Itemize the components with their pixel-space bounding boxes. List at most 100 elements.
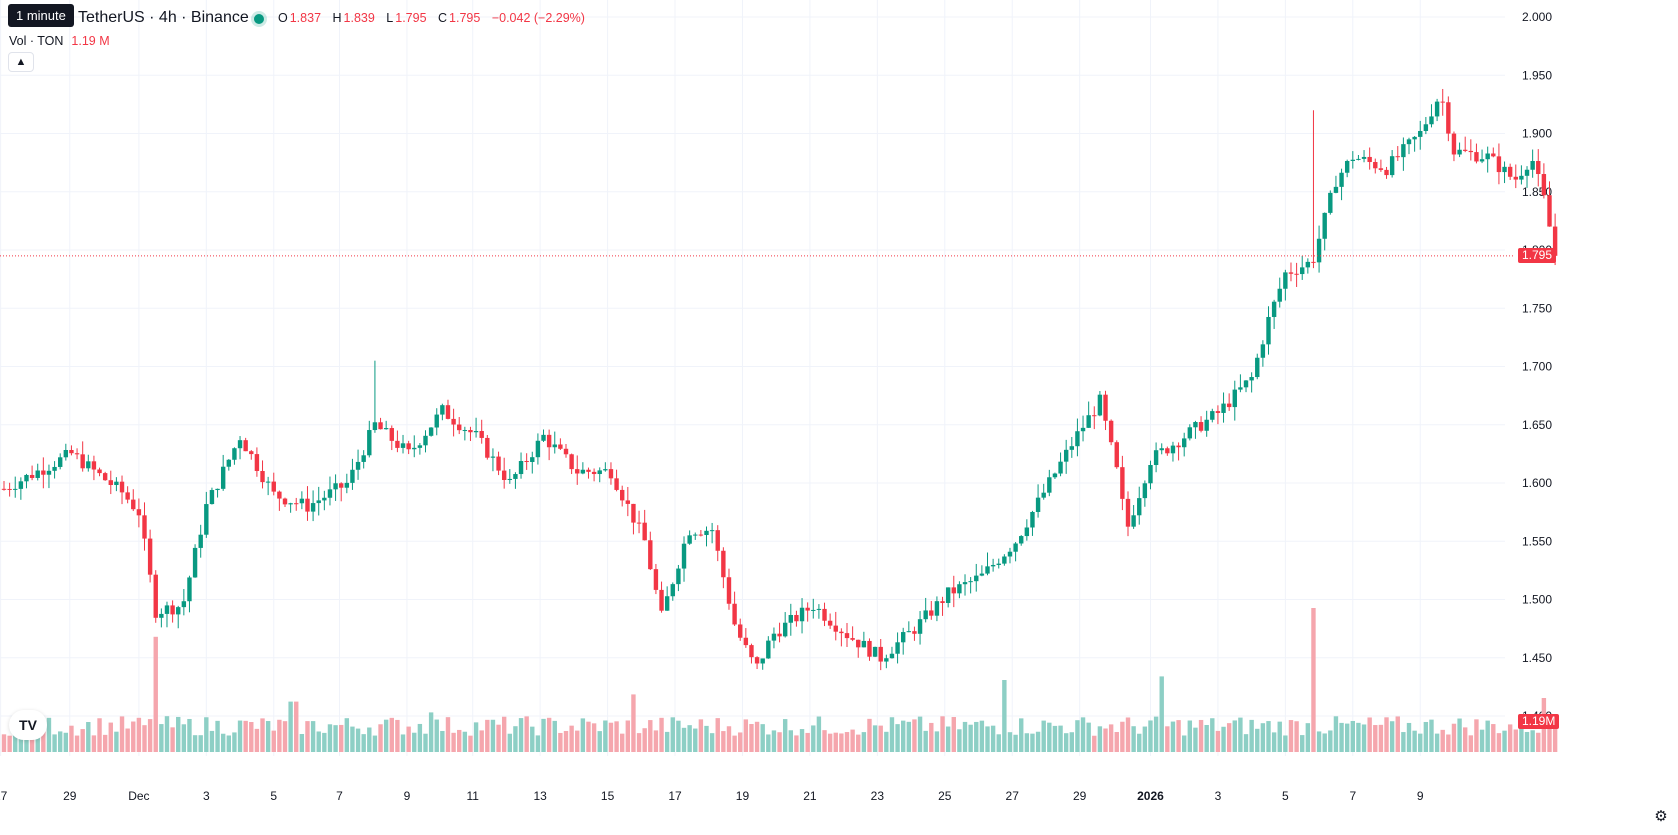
candle-body: [423, 435, 428, 446]
candle-body: [479, 430, 484, 438]
candle-body: [1378, 168, 1384, 170]
volume-bar: [659, 717, 664, 752]
high-value: 1.839: [343, 11, 375, 25]
candle-body: [513, 474, 518, 479]
candle-body: [209, 490, 215, 505]
candle-body: [1255, 357, 1260, 378]
candle-body: [1395, 156, 1400, 158]
x-tick-label: 3: [1215, 789, 1222, 803]
candle-body: [1423, 124, 1429, 131]
candle-body: [743, 637, 749, 646]
candle-body: [889, 653, 895, 659]
candle-body: [1547, 195, 1552, 227]
candle-body: [389, 428, 394, 441]
candle-body: [1193, 422, 1198, 428]
volume-bar: [86, 722, 91, 752]
candle-body: [1221, 403, 1226, 413]
candle-body: [636, 522, 642, 524]
volume-bar: [670, 717, 675, 752]
volume-bar: [546, 717, 552, 752]
candle-body: [170, 605, 175, 615]
x-tick-label: 27: [0, 789, 8, 803]
symbol-title[interactable]: TetherUS · 4h · Binance: [78, 9, 249, 26]
volume-bar: [41, 731, 46, 752]
candle-body: [24, 474, 29, 482]
volume-bar: [114, 731, 119, 752]
candle-body: [1434, 101, 1440, 117]
volume-bar: [1316, 731, 1322, 752]
volume-bar: [620, 733, 625, 752]
candle-body: [794, 614, 799, 622]
candle-body: [63, 449, 69, 458]
candle-body: [816, 608, 822, 610]
candle-body: [226, 459, 231, 467]
volume-bar: [1030, 733, 1035, 752]
candle-body: [642, 522, 647, 541]
volume-bar: [440, 730, 445, 752]
candle-body: [990, 564, 996, 567]
volume-bar: [1384, 717, 1389, 752]
collapse-legend-button[interactable]: ▲: [8, 52, 34, 72]
volume-bar: [760, 724, 765, 752]
volume-bar: [260, 718, 265, 752]
candle-body: [782, 622, 788, 637]
volume-bar: [1446, 734, 1451, 752]
candle-body: [799, 607, 805, 622]
tradingview-logo-icon[interactable]: TV: [9, 710, 47, 740]
candle-body: [940, 601, 945, 603]
volume-bar: [771, 730, 777, 752]
candle-body: [1148, 465, 1153, 484]
volume-bar: [1069, 732, 1074, 752]
volume-bar: [74, 735, 80, 752]
volume-bar: [69, 725, 74, 752]
x-tick-label: 27: [1006, 789, 1020, 803]
volume-bar: [1170, 721, 1176, 752]
gear-icon[interactable]: ⚙: [1654, 808, 1668, 825]
candle-body: [74, 453, 80, 455]
volume-bar: [119, 716, 125, 752]
candle-body: [811, 609, 816, 611]
candle-body: [1170, 445, 1176, 454]
candle-body: [1041, 492, 1046, 498]
candle-body: [159, 613, 164, 618]
volume-bar: [726, 726, 732, 752]
y-tick-label: 1.600: [1522, 476, 1552, 490]
candle-body: [13, 488, 18, 490]
volume-bar: [777, 732, 782, 752]
candle-body: [204, 504, 209, 535]
volume-bar: [822, 730, 827, 752]
candle-body: [693, 534, 698, 536]
volume-bar: [889, 717, 895, 752]
volume-bar: [1496, 733, 1502, 752]
volume-bar: [1131, 726, 1136, 752]
candle-body: [1468, 150, 1474, 153]
candle-body: [97, 469, 102, 474]
volume-bar: [1463, 727, 1468, 752]
candle-body: [339, 483, 344, 488]
candle-body: [18, 481, 24, 489]
volume-bar: [990, 725, 996, 752]
candle-body: [974, 575, 979, 582]
x-tick-label: Dec: [128, 789, 149, 803]
candle-body: [1249, 377, 1254, 381]
candle-body: [1373, 162, 1378, 169]
volume-bar: [552, 720, 557, 752]
volume-bar: [52, 734, 57, 752]
volume-bar: [940, 716, 945, 752]
candle-body: [322, 497, 327, 501]
volume-bar: [1373, 725, 1378, 752]
candle-body: [400, 443, 406, 448]
volume-bar: [1226, 723, 1232, 752]
volume-bar: [1058, 725, 1063, 752]
volume-bar: [906, 721, 912, 752]
volume-legend[interactable]: Vol · TON 1.19 M: [9, 32, 110, 50]
y-tick-label: 1.500: [1522, 593, 1552, 607]
y-tick-label: 1.550: [1522, 534, 1552, 548]
volume-bar: [1187, 720, 1193, 752]
x-tick-label: 5: [270, 789, 277, 803]
volume-bar: [220, 733, 226, 752]
volume-bar: [468, 735, 473, 752]
close-value: 1.795: [449, 11, 481, 25]
volume-bar: [339, 724, 344, 752]
